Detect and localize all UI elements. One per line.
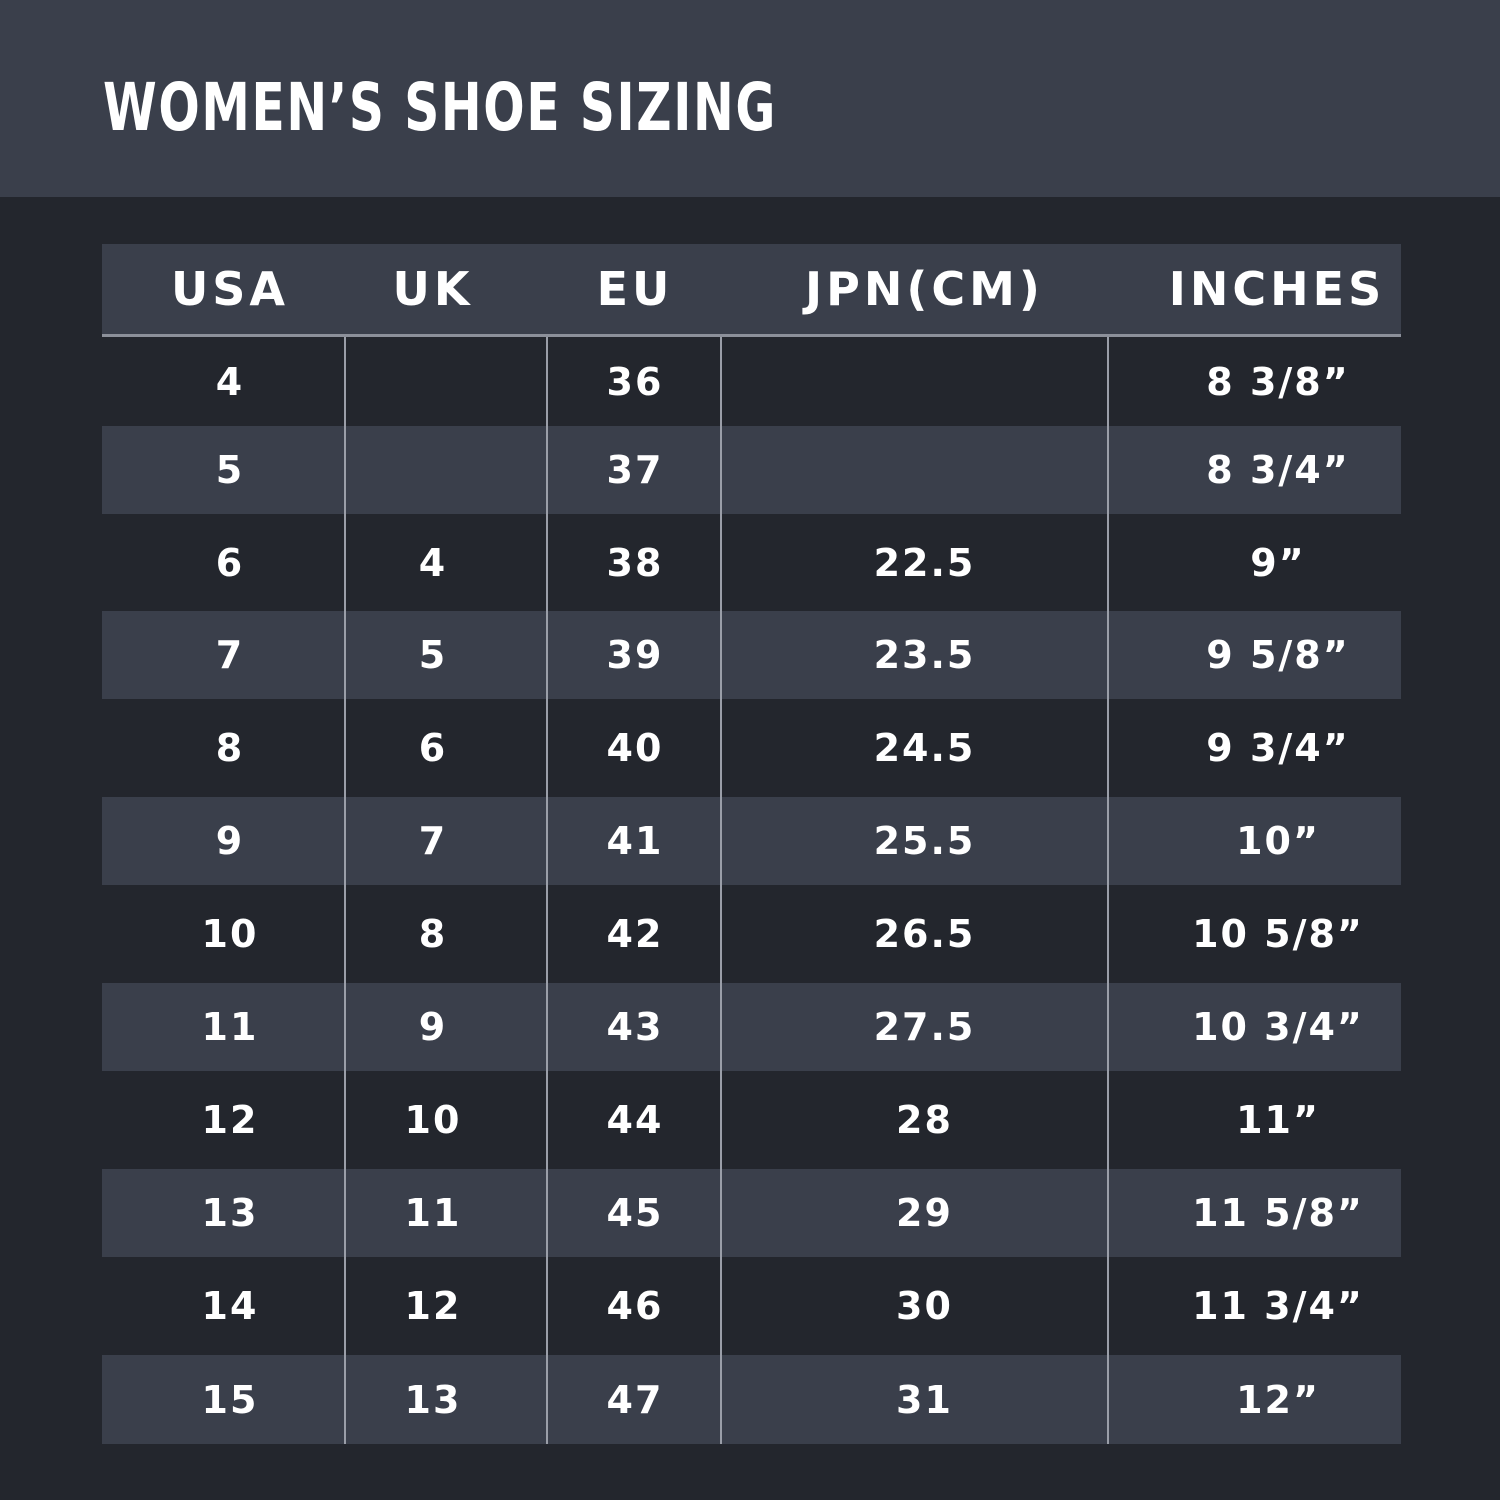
- cell-uk: 12: [404, 1284, 462, 1328]
- cell-inches: 11”: [1236, 1098, 1320, 1142]
- title-banner: WOMEN’S SHOE SIZING: [0, 0, 1500, 197]
- table-row: 13 11 45 29 11 5/8”: [102, 1169, 1401, 1257]
- cell-uk: [345, 426, 521, 514]
- cell-jpn: 29: [896, 1191, 953, 1235]
- cell-inches: 12”: [1236, 1377, 1320, 1422]
- table-header-row: USA UK EU JPN(CM) INCHES: [102, 244, 1401, 334]
- cell-jpn: 25.5: [873, 819, 976, 863]
- table-row: 9 7 41 25.5 10”: [102, 797, 1401, 885]
- cell-eu: 46: [606, 1284, 664, 1328]
- cell-inches: 11 5/8”: [1192, 1191, 1364, 1235]
- cell-eu: 44: [606, 1098, 664, 1142]
- cell-inches: 9”: [1250, 540, 1306, 585]
- column-divider-4: [1107, 337, 1109, 1444]
- cell-eu: 37: [606, 448, 664, 492]
- cell-uk: 4: [418, 540, 448, 585]
- cell-inches: 8 3/4”: [1206, 448, 1350, 492]
- cell-uk: 5: [418, 633, 448, 677]
- cell-usa: 4: [215, 359, 245, 404]
- table-row: 10 8 42 26.5 10 5/8”: [102, 885, 1401, 983]
- column-header-eu: EU: [596, 262, 674, 316]
- cell-uk: 9: [418, 1005, 448, 1049]
- cell-usa: 14: [201, 1284, 259, 1328]
- cell-inches: 11 3/4”: [1192, 1284, 1364, 1328]
- cell-eu: 42: [606, 912, 664, 956]
- cell-jpn: [722, 426, 1127, 514]
- cell-usa: 8: [215, 726, 245, 770]
- cell-inches: 10 5/8”: [1192, 912, 1364, 956]
- column-divider-1: [344, 337, 346, 1444]
- cell-jpn: 26.5: [873, 912, 976, 956]
- page-title: WOMEN’S SHOE SIZING: [103, 69, 777, 146]
- table-row: 4 36 8 3/8”: [102, 337, 1401, 426]
- cell-usa: 15: [201, 1377, 259, 1422]
- cell-eu: 38: [606, 540, 664, 585]
- header-divider: [102, 334, 1401, 337]
- cell-inches: 8 3/8”: [1206, 359, 1350, 404]
- cell-jpn: [722, 337, 1127, 426]
- cell-uk: 8: [418, 912, 448, 956]
- cell-usa: 7: [215, 633, 245, 677]
- column-header-usa: USA: [170, 262, 290, 316]
- cell-uk: 10: [404, 1098, 462, 1142]
- cell-eu: 40: [606, 726, 664, 770]
- cell-uk: [345, 337, 521, 426]
- cell-eu: 45: [606, 1191, 664, 1235]
- cell-inches: 10 3/4”: [1192, 1005, 1364, 1049]
- table-row: 14 12 46 30 11 3/4”: [102, 1257, 1401, 1355]
- cell-eu: 43: [606, 1005, 664, 1049]
- table-row: 11 9 43 27.5 10 3/4”: [102, 983, 1401, 1071]
- cell-jpn: 30: [896, 1284, 953, 1328]
- cell-jpn: 31: [896, 1377, 953, 1422]
- table-row: 6 4 38 22.5 9”: [102, 514, 1401, 611]
- column-header-inches: INCHES: [1168, 262, 1386, 316]
- table-row: 12 10 44 28 11”: [102, 1071, 1401, 1169]
- cell-usa: 10: [201, 912, 259, 956]
- cell-usa: 12: [201, 1098, 259, 1142]
- cell-usa: 6: [215, 540, 245, 585]
- column-header-uk: UK: [392, 262, 474, 316]
- size-chart-table: USA UK EU JPN(CM) INCHES 4 36 8 3/8” 5 37 8 3…: [102, 244, 1401, 1444]
- cell-usa: 11: [201, 1005, 259, 1049]
- cell-inches: 9 3/4”: [1206, 726, 1350, 770]
- cell-eu: 41: [606, 819, 664, 863]
- cell-uk: 11: [404, 1191, 462, 1235]
- cell-uk: 13: [404, 1377, 462, 1422]
- table-row: 5 37 8 3/4”: [102, 426, 1401, 514]
- cell-usa: 13: [201, 1191, 259, 1235]
- cell-jpn: 23.5: [873, 633, 976, 677]
- cell-jpn: 27.5: [873, 1005, 976, 1049]
- cell-usa: 5: [215, 448, 245, 492]
- cell-inches: 10”: [1236, 819, 1320, 863]
- table-row: 8 6 40 24.5 9 3/4”: [102, 699, 1401, 797]
- cell-jpn: 24.5: [873, 726, 976, 770]
- column-divider-3: [720, 337, 722, 1444]
- table-row: 7 5 39 23.5 9 5/8”: [102, 611, 1401, 699]
- cell-jpn: 22.5: [873, 540, 976, 585]
- column-divider-2: [546, 337, 548, 1444]
- cell-eu: 47: [606, 1377, 664, 1422]
- cell-jpn: 28: [896, 1098, 953, 1142]
- cell-inches: 9 5/8”: [1206, 633, 1350, 677]
- cell-uk: 7: [418, 819, 448, 863]
- cell-eu: 36: [606, 359, 664, 404]
- cell-eu: 39: [606, 633, 664, 677]
- column-header-jpn: JPN(CM): [805, 262, 1044, 316]
- cell-uk: 6: [418, 726, 448, 770]
- table-row: 15 13 47 31 12”: [102, 1355, 1401, 1444]
- cell-usa: 9: [215, 819, 245, 863]
